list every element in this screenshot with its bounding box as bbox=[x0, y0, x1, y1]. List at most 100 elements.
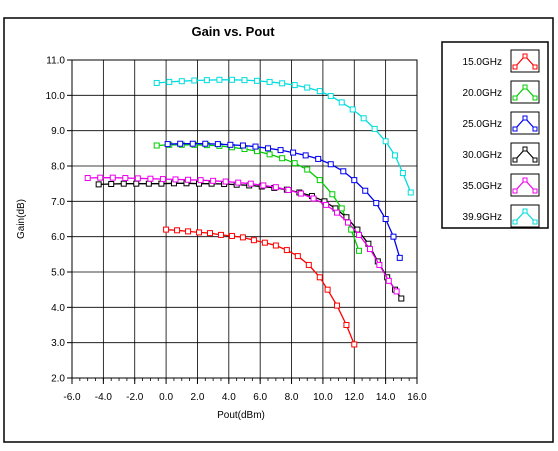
x-tick-label: 2.0 bbox=[191, 392, 205, 403]
legend-swatch bbox=[510, 111, 540, 135]
data-point bbox=[338, 205, 345, 212]
legend-swatch-marker bbox=[532, 95, 538, 101]
data-point bbox=[120, 180, 127, 187]
data-point bbox=[390, 233, 397, 240]
data-point bbox=[343, 322, 350, 328]
legend-swatch-marker bbox=[532, 219, 538, 225]
data-point bbox=[316, 274, 323, 281]
data-point bbox=[407, 189, 414, 196]
data-point bbox=[250, 237, 257, 244]
chart-title: Gain vs. Pout bbox=[191, 24, 275, 39]
legend-swatch-marker bbox=[522, 84, 528, 90]
data-point bbox=[305, 261, 312, 268]
legend-swatch bbox=[510, 204, 540, 228]
data-point bbox=[197, 177, 204, 184]
legend-item: 25.0GHz bbox=[463, 111, 540, 135]
data-point bbox=[302, 152, 309, 159]
legend-item: 15.0GHz bbox=[463, 49, 540, 73]
x-tick-label: 6.0 bbox=[253, 392, 267, 403]
legend-label: 25.0GHz bbox=[463, 119, 502, 130]
data-point bbox=[265, 145, 272, 152]
data-point bbox=[396, 254, 403, 261]
data-point bbox=[214, 141, 221, 148]
data-point bbox=[247, 180, 254, 187]
y-tick-label: 6.0 bbox=[51, 232, 65, 243]
y-tick-label: 5.0 bbox=[51, 268, 65, 279]
data-point bbox=[315, 155, 322, 162]
x-tick-label: 0.0 bbox=[159, 392, 173, 403]
data-point bbox=[261, 239, 268, 246]
data-point bbox=[290, 149, 297, 156]
legend-label: 39.9GHz bbox=[463, 212, 502, 223]
legend-swatch bbox=[510, 142, 540, 166]
data-point bbox=[351, 341, 358, 348]
data-point bbox=[272, 184, 279, 191]
y-axis-label: Gain(dB) bbox=[16, 199, 27, 239]
data-point bbox=[376, 261, 383, 268]
legend-swatch-marker bbox=[512, 126, 518, 132]
data-point bbox=[217, 231, 224, 238]
data-point bbox=[108, 181, 115, 188]
data-point bbox=[338, 99, 345, 106]
data-point bbox=[327, 93, 334, 100]
data-point bbox=[178, 78, 185, 85]
data-point bbox=[334, 209, 341, 216]
data-point bbox=[189, 140, 196, 147]
data-point bbox=[210, 177, 217, 184]
data-point bbox=[222, 178, 229, 185]
legend-swatch-marker bbox=[522, 177, 528, 183]
legend-swatch-marker bbox=[532, 188, 538, 194]
data-point bbox=[291, 160, 298, 167]
data-point bbox=[133, 180, 140, 187]
data-point bbox=[266, 78, 273, 85]
series-25.0GHz bbox=[164, 140, 403, 261]
series-15.0GHz bbox=[163, 226, 358, 348]
legend-label: 35.0GHz bbox=[463, 181, 502, 192]
data-point bbox=[147, 175, 154, 182]
data-point bbox=[145, 180, 152, 187]
data-point bbox=[304, 166, 311, 173]
data-point bbox=[203, 77, 210, 84]
data-point bbox=[84, 175, 91, 182]
legend-swatch-marker bbox=[522, 53, 528, 59]
legend-swatch-marker bbox=[512, 157, 518, 163]
series-35.0GHz bbox=[84, 174, 400, 295]
data-point bbox=[272, 242, 279, 249]
data-point bbox=[324, 286, 331, 293]
data-point bbox=[196, 229, 203, 236]
data-point bbox=[327, 161, 334, 168]
data-point bbox=[398, 295, 405, 302]
x-tick-label: 8.0 bbox=[285, 392, 299, 403]
data-point bbox=[285, 187, 292, 194]
data-point bbox=[310, 195, 317, 202]
x-tick-label: -4.0 bbox=[95, 392, 113, 403]
data-point bbox=[360, 115, 367, 122]
legend-label: 20.0GHz bbox=[463, 88, 502, 99]
legend-swatch bbox=[510, 80, 540, 104]
data-point bbox=[109, 174, 116, 181]
data-point bbox=[279, 80, 286, 87]
data-point bbox=[329, 191, 336, 198]
series-layer bbox=[84, 76, 414, 348]
legend-item: 30.0GHz bbox=[463, 142, 540, 166]
x-tick-label: 10.0 bbox=[313, 392, 333, 403]
legend-swatch-marker bbox=[512, 219, 518, 225]
data-point bbox=[399, 170, 406, 177]
data-point bbox=[355, 231, 362, 238]
legend: 15.0GHz 20.0GHz 25.0GHz 30.0GHz 35.0GHz 39.9G… bbox=[463, 49, 540, 228]
grid-lines bbox=[72, 60, 417, 378]
x-axis-label: Pout(dBm) bbox=[217, 410, 265, 421]
data-point bbox=[172, 176, 179, 183]
y-tick-label: 3.0 bbox=[51, 338, 65, 349]
series-39.9GHz bbox=[153, 76, 414, 196]
data-point bbox=[283, 247, 290, 254]
y-tick-label: 4.0 bbox=[51, 303, 65, 314]
data-point bbox=[340, 168, 347, 175]
data-point bbox=[304, 84, 311, 91]
y-tick-label: 2.0 bbox=[51, 374, 65, 385]
legend-swatch-marker bbox=[512, 64, 518, 70]
data-point bbox=[254, 77, 261, 84]
x-tick-label: 4.0 bbox=[222, 392, 236, 403]
legend-swatch-marker bbox=[522, 146, 528, 152]
